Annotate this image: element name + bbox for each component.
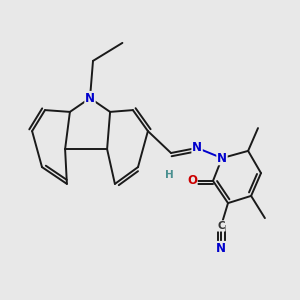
Text: N: N xyxy=(85,92,95,105)
Text: N: N xyxy=(216,242,226,255)
Text: H: H xyxy=(165,170,174,180)
Text: N: N xyxy=(192,141,202,154)
Text: N: N xyxy=(217,152,227,165)
Text: O: O xyxy=(187,174,197,188)
Text: C: C xyxy=(217,221,225,231)
